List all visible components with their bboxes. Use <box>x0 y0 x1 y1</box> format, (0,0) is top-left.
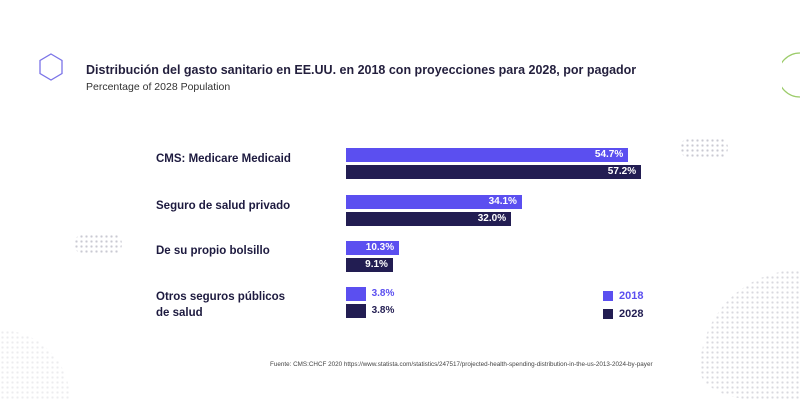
data-label: 54.7% <box>594 149 624 160</box>
legend-label-2028: 2028 <box>619 308 644 320</box>
legend-swatch-2018 <box>603 291 613 301</box>
source-note: Fuente: CMS:CHCF 2020 https://www.statis… <box>270 361 653 368</box>
category-label: De su propio bolsillo <box>156 245 270 257</box>
data-label: 34.1% <box>488 196 517 207</box>
category-label: Otros seguros públicos de salud <box>156 291 286 319</box>
bar-2028 <box>346 212 512 226</box>
bar-2018 <box>346 241 400 255</box>
dot-pattern <box>700 270 800 400</box>
bar-2018 <box>346 195 522 209</box>
category-label: CMS: Medicare Medicaid <box>156 153 291 165</box>
bar-2028 <box>346 258 393 272</box>
data-label: 32.0% <box>477 213 507 224</box>
hexagon-icon <box>39 53 63 81</box>
category-label: Seguro de salud privado <box>156 200 291 212</box>
data-label: 3.8% <box>371 305 395 316</box>
data-label: 10.3% <box>365 242 395 253</box>
bar-2018 <box>346 287 366 301</box>
chart-title: Distribución del gasto sanitario en EE.U… <box>86 63 637 77</box>
dot-pattern <box>680 138 728 158</box>
data-label: 9.1% <box>365 259 388 270</box>
legend-swatch-2028 <box>603 309 613 319</box>
data-label: 3.8% <box>371 288 395 299</box>
dot-pattern <box>74 234 122 254</box>
bar-2018 <box>346 148 629 162</box>
bar-2028 <box>346 165 642 179</box>
dot-pattern <box>0 330 70 400</box>
legend-label-2018: 2018 <box>619 290 644 302</box>
data-label: 57.2% <box>607 166 637 177</box>
circle-decoration <box>782 52 800 98</box>
bar-2028 <box>346 304 366 318</box>
chart-subtitle: Percentage of 2028 Population <box>86 81 231 93</box>
